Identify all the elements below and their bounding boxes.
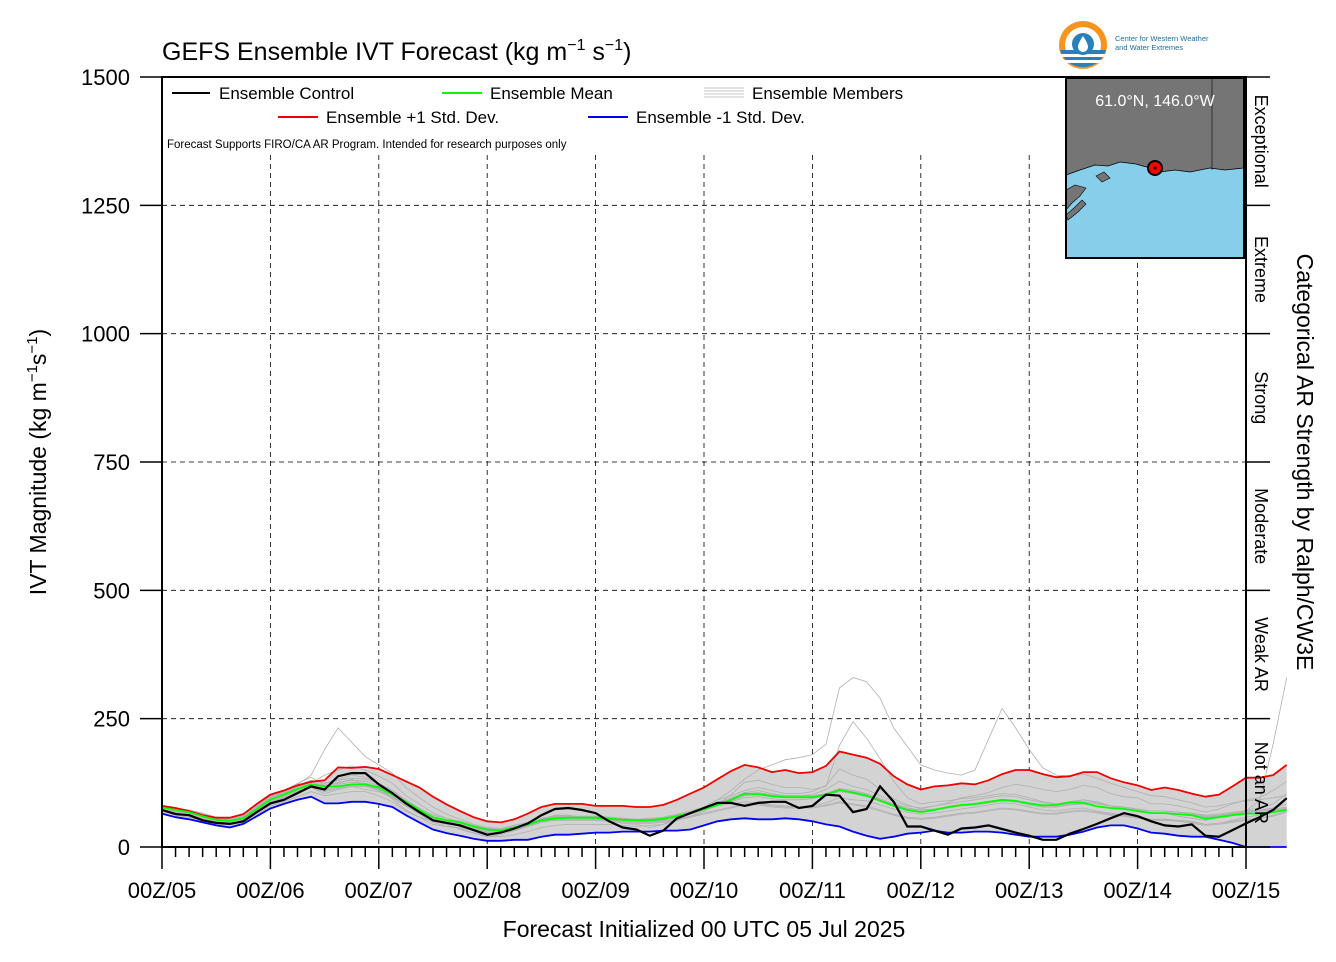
series-line-control [161, 771, 1288, 841]
x-tick-label: 00Z/11 [779, 878, 846, 903]
x-axis: 00Z/05 00Z/06 00Z/07 00Z/08 00Z/09 00Z/10 00Z/… [128, 847, 1281, 903]
x-tick-label: 00Z/06 [236, 878, 305, 903]
chart-title: GEFS Ensemble IVT Forecast (kg m−1 s−1) [162, 37, 632, 66]
y-tick-label: 1000 [81, 322, 130, 347]
grid-lines [162, 155, 1246, 847]
legend-label-mean: Ensemble Mean [490, 84, 613, 103]
legend: Ensemble Control Ensemble Mean Ensemble … [167, 84, 903, 151]
y-axis: 0 250 500 750 1000 1250 1500 [81, 65, 162, 860]
y-axis-label: IVT Magnitude (kg m−1s−1) [24, 329, 51, 595]
cw3e-logo-text-2: and Water Extremes [1115, 43, 1183, 52]
x-tick-label: 00Z/13 [995, 878, 1064, 903]
legend-label-members: Ensemble Members [752, 84, 903, 103]
category-label: Not an AR [1251, 742, 1271, 824]
legend-label-minus-sd: Ensemble -1 Std. Dev. [636, 108, 805, 127]
x-tick-label: 00Z/09 [561, 878, 630, 903]
y-tick-label: 750 [93, 450, 130, 475]
location-inset-map: 61.0°N, 146.0°W [1065, 77, 1245, 259]
legend-label-plus-sd: Ensemble +1 Std. Dev. [326, 108, 499, 127]
legend-swatch-members [704, 87, 744, 98]
x-tick-label: 00Z/10 [670, 878, 739, 903]
cw3e-logo: Center for Western Weather and Water Ext… [1059, 21, 1209, 69]
ensemble-member-line [161, 727, 1287, 829]
x-tick-label: 00Z/12 [887, 878, 956, 903]
series-line-minus-sd [161, 795, 1287, 848]
right-axis-label: Categorical AR Strength by Ralph/CW3E [1292, 254, 1318, 671]
ar-category-axis: Not an AR Weak AR Moderate Strong Extreme Exc… [1245, 76, 1271, 848]
y-tick-label: 500 [93, 578, 130, 603]
ensemble-member-line [161, 768, 1287, 838]
category-label: Strong [1251, 371, 1271, 424]
ensemble-member-line [161, 786, 1287, 833]
x-tick-label: 00Z/15 [1212, 878, 1281, 903]
legend-label-control: Ensemble Control [219, 84, 354, 103]
category-label: Extreme [1251, 236, 1271, 303]
x-tick-label: 00Z/08 [453, 878, 522, 903]
series-lines [161, 750, 1288, 848]
cw3e-logo-text: Center for Western Weather [1115, 34, 1209, 43]
y-tick-label: 1250 [81, 193, 130, 218]
x-tick-label: 00Z/07 [345, 878, 414, 903]
x-axis-label: Forecast Initialized 00 UTC 05 Jul 2025 [503, 916, 906, 942]
category-label: Weak AR [1251, 617, 1271, 692]
y-tick-label: 0 [118, 835, 130, 860]
ensemble-member-line [161, 777, 1287, 829]
ensemble-member-line [161, 785, 1287, 833]
y-tick-label: 250 [93, 707, 130, 732]
x-tick-label: 00Z/14 [1103, 878, 1172, 903]
y-tick-label: 1500 [81, 65, 130, 90]
series-line-plus-sd [161, 750, 1288, 824]
ensemble-member-line [161, 780, 1287, 833]
category-label: Exceptional [1251, 95, 1271, 188]
category-label: Moderate [1251, 488, 1271, 564]
research-note: Forecast Supports FIRO/CA AR Program. In… [167, 139, 567, 151]
x-tick-label: 00Z/05 [128, 878, 197, 903]
inset-coordinates: 61.0°N, 146.0°W [1095, 93, 1215, 110]
ensemble-member-line [161, 677, 1287, 832]
